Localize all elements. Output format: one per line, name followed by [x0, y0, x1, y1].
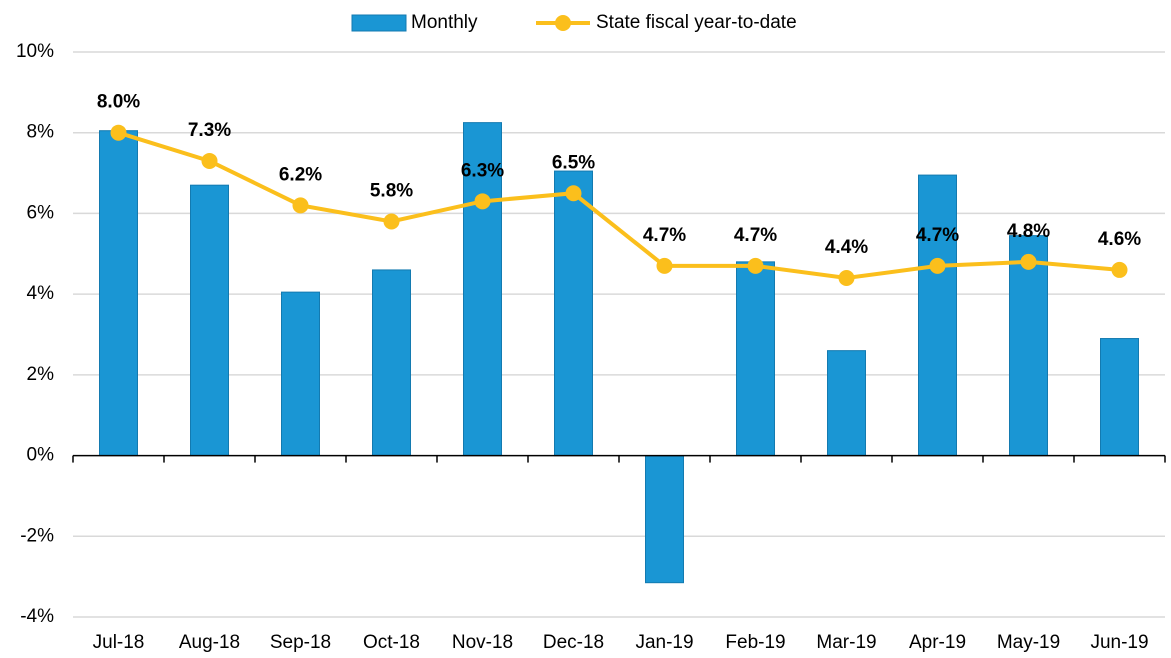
bar	[736, 261, 775, 457]
bar	[1100, 338, 1139, 457]
line-marker	[1020, 253, 1037, 270]
data-label: 4.8%	[1007, 221, 1050, 242]
y-tick-label: 8%	[27, 122, 55, 143]
data-label: 4.7%	[734, 225, 777, 246]
x-tick-label: Dec-18	[543, 632, 604, 653]
x-tick-label: Jul-18	[93, 632, 145, 653]
legend-swatch	[555, 15, 571, 31]
bar	[918, 174, 957, 457]
y-tick-label: 2%	[27, 364, 55, 385]
legend-label: State fiscal year-to-date	[596, 12, 797, 33]
legend-swatch	[351, 14, 407, 32]
data-label: 4.4%	[825, 237, 868, 258]
x-tick-label: Aug-18	[179, 632, 240, 653]
data-label: 7.3%	[188, 120, 231, 141]
x-tick-label: Nov-18	[452, 632, 513, 653]
line-marker	[656, 257, 673, 274]
data-label: 8.0%	[97, 92, 140, 113]
line-marker	[565, 185, 582, 202]
bar	[554, 170, 593, 457]
line-marker	[474, 193, 491, 210]
y-tick-label: -2%	[20, 525, 54, 546]
data-label: 6.2%	[279, 164, 322, 185]
bar	[372, 269, 411, 457]
y-tick-label: -4%	[20, 606, 54, 627]
data-label: 4.7%	[916, 225, 959, 246]
data-label: 5.8%	[370, 181, 413, 202]
line-marker	[201, 152, 218, 169]
data-label: 4.7%	[643, 225, 686, 246]
data-label: 6.3%	[461, 160, 504, 181]
legend-label: Monthly	[411, 12, 478, 33]
x-tick-label: Oct-18	[363, 632, 420, 653]
line-marker	[292, 197, 309, 214]
data-label: 4.6%	[1098, 229, 1141, 250]
x-tick-label: Jan-19	[635, 632, 693, 653]
bar	[645, 455, 684, 584]
bar	[190, 184, 229, 457]
line-marker	[1111, 261, 1128, 278]
line	[117, 130, 1120, 281]
bar	[99, 130, 138, 457]
x-tick-label: Sep-18	[270, 632, 331, 653]
line-marker	[383, 213, 400, 230]
bar	[827, 350, 866, 457]
x-tick-label: May-19	[997, 632, 1060, 653]
x-tick-label: Jun-19	[1090, 632, 1148, 653]
line-marker	[838, 270, 855, 286]
line-marker	[929, 257, 946, 274]
line-marker	[747, 257, 764, 274]
bar	[281, 291, 320, 457]
y-tick-label: 6%	[27, 202, 55, 223]
line-marker	[110, 124, 127, 141]
data-label: 6.5%	[552, 152, 595, 173]
y-tick-label: 0%	[27, 445, 55, 466]
bar	[1009, 235, 1048, 457]
x-tick-label: Mar-19	[816, 632, 876, 653]
y-tick-label: 4%	[27, 283, 55, 304]
y-tick-label: 10%	[16, 41, 54, 62]
x-tick-label: Feb-19	[725, 632, 785, 653]
x-tick-label: Apr-19	[909, 632, 966, 653]
